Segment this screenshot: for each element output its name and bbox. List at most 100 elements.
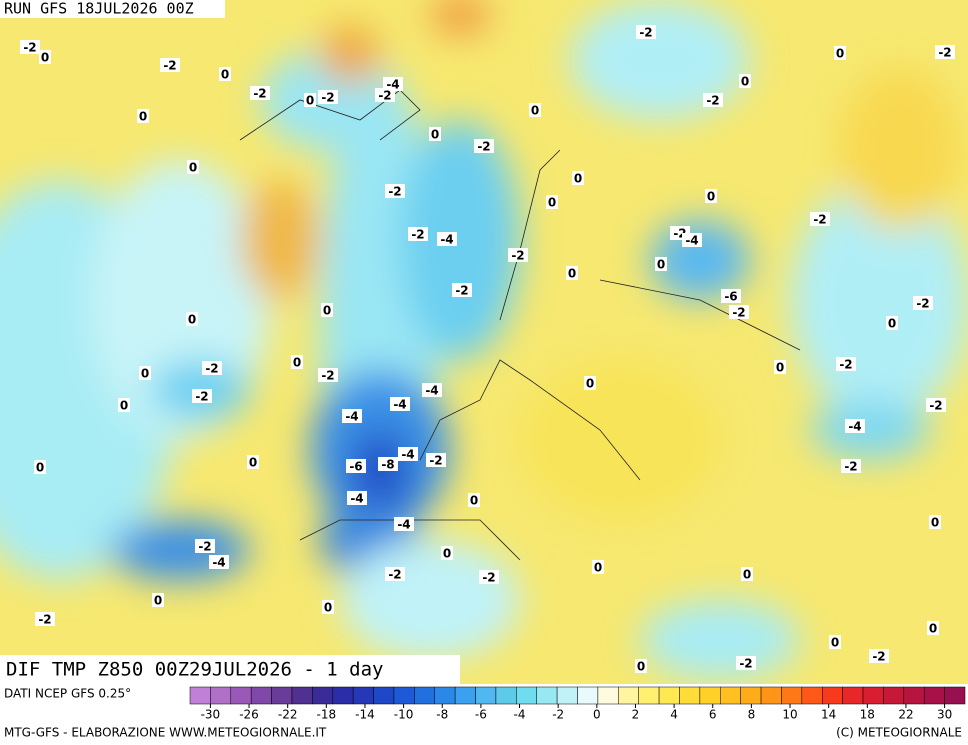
contour-label: -4: [393, 398, 406, 412]
label-bg: [378, 457, 398, 471]
contour-label: 0: [568, 267, 576, 281]
contour-label: -2: [739, 657, 752, 671]
label-bg: [209, 555, 229, 569]
contour-label: 0: [41, 51, 49, 65]
tick-label: 14: [821, 708, 836, 722]
label-bg: [703, 93, 723, 107]
label-bg: [318, 90, 338, 104]
contour-labels: -2 0 -2 0 -2 0 -2 -4 -2 0 0 -2 0 0 -2 -2 -4 -2 0 0 0 -2 -4 0 -6 -…: [20, 25, 955, 674]
tick-label: -6: [475, 708, 487, 722]
label-bg: [635, 659, 647, 673]
contour-label: 0: [931, 516, 939, 530]
label-bg: [408, 227, 428, 241]
label-bg: [869, 649, 889, 663]
tick-label: -26: [239, 708, 259, 722]
label-bg: [304, 93, 316, 107]
contour-label: -2: [482, 571, 495, 585]
label-bg: [195, 539, 215, 553]
label-bg: [152, 593, 164, 607]
color-swatch: [312, 686, 334, 705]
label-bg: [137, 109, 149, 123]
tick-label: 6: [709, 708, 717, 722]
color-swatch: [454, 686, 476, 705]
contour-label: -2: [195, 390, 208, 404]
label-bg: [636, 25, 656, 39]
label-bg: [655, 257, 667, 271]
contour-label: 0: [637, 660, 645, 674]
label-bg: [452, 283, 472, 297]
label-bg: [841, 459, 861, 473]
color-bar: -30 -26 -22 -18 -14 -10 -8 -6 -4 -2 0 2 4 6 8 10 14 18 22 3…: [189, 686, 966, 722]
label-bg: [35, 612, 55, 626]
tick-label: 0: [593, 708, 601, 722]
color-swatch: [638, 686, 660, 705]
color-swatch: [862, 686, 884, 705]
contour-label: -2: [198, 540, 211, 554]
color-swatch: [189, 686, 211, 705]
label-bg: [385, 184, 405, 198]
label-bg: [192, 389, 212, 403]
label-bg: [913, 296, 933, 310]
contour-label: -2: [732, 306, 745, 320]
tick-label: 2: [632, 708, 640, 722]
tick-label: -2: [552, 708, 564, 722]
contour-label: 0: [657, 258, 665, 272]
contour-label: -2: [929, 399, 942, 413]
title-box: [0, 655, 460, 684]
contour-label: -2: [916, 297, 929, 311]
tick-label: -30: [201, 708, 221, 722]
contour-label: -2: [639, 26, 652, 40]
source-label: DATI NCEP GFS 0.25°: [4, 687, 131, 701]
color-swatch: [883, 686, 905, 705]
label-bg: [437, 232, 457, 246]
color-swatch: [230, 686, 252, 705]
color-swatch: [618, 686, 639, 705]
contour-label: 0: [707, 190, 715, 204]
contour-label: -2: [321, 369, 334, 383]
contour-label: -2: [938, 46, 951, 60]
label-bg: [886, 316, 898, 330]
contour-label: -2: [23, 41, 36, 55]
color-swatch: [944, 686, 966, 705]
color-swatch: [516, 686, 537, 705]
contour-label: -2: [378, 89, 391, 103]
label-bg: [468, 493, 480, 507]
color-swatch: [658, 686, 680, 705]
label-bg: [426, 453, 446, 467]
tick-label: -4: [514, 708, 526, 722]
color-swatch: [291, 686, 313, 705]
label-bg: [118, 398, 130, 412]
contour-label: 0: [431, 128, 439, 142]
contour-label: -6: [724, 290, 737, 304]
label-bg: [347, 491, 367, 505]
contour-label: 0: [141, 367, 149, 381]
contour-label: -2: [429, 454, 442, 468]
label-bg: [390, 397, 410, 411]
contour-label: -4: [848, 420, 861, 434]
color-swatch: [923, 686, 945, 705]
contour-label: -4: [350, 492, 363, 506]
contour-label: -4: [685, 234, 698, 248]
label-bg: [375, 88, 395, 102]
run-box: [0, 0, 225, 18]
label-bg: [834, 46, 846, 60]
contour-label: -2: [844, 460, 857, 474]
label-bg: [741, 567, 753, 581]
label-bg: [736, 656, 756, 670]
contour-label: 0: [154, 594, 162, 608]
label-bg: [322, 600, 334, 614]
contour-label: 0: [594, 561, 602, 575]
label-bg: [139, 366, 151, 380]
color-swatch: [903, 686, 925, 705]
color-swatch: [842, 686, 864, 705]
contour-label: 0: [139, 110, 147, 124]
contour-label: 0: [306, 94, 314, 108]
run-label: RUN GFS 18JUL2026 00Z: [4, 0, 194, 18]
contour-label: -2: [38, 613, 51, 627]
label-bg: [729, 305, 749, 319]
color-swatch: [577, 686, 599, 705]
label-bg: [474, 139, 494, 153]
tick-label: 30: [937, 708, 952, 722]
label-bg: [160, 58, 180, 72]
contour-label: 0: [741, 75, 749, 89]
